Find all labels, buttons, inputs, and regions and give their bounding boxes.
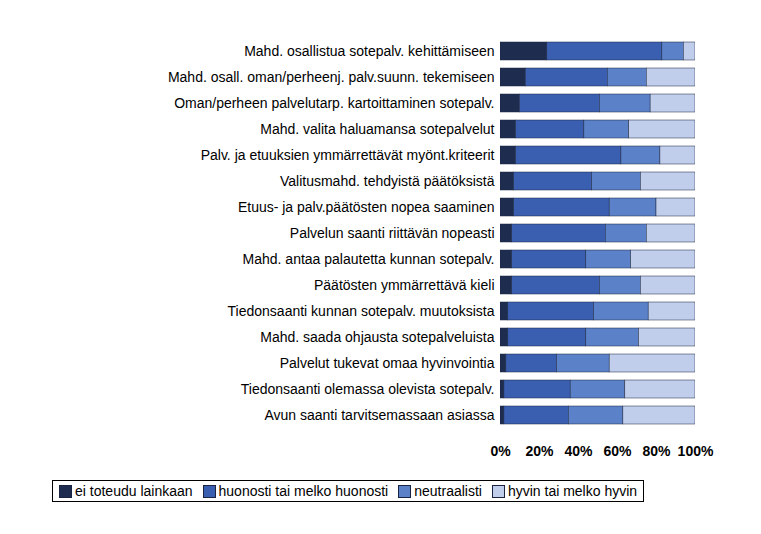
- svg-text:Tiedonsaanti olemassa olevista: Tiedonsaanti olemassa olevista sotepalv.: [241, 381, 495, 397]
- svg-text:Päätösten ymmärrettävä kieli: Päätösten ymmärrettävä kieli: [314, 277, 495, 293]
- svg-text:Valitusmahd. tehdyistä päätöks: Valitusmahd. tehdyistä päätöksistä: [280, 173, 495, 189]
- svg-text:Mahd. saada ohjausta sotepalve: Mahd. saada ohjausta sotepalveluista: [260, 329, 494, 345]
- svg-text:Mahd. osall. oman/perheenj. pa: Mahd. osall. oman/perheenj. palv.suunn. …: [168, 69, 495, 85]
- svg-text:80%: 80%: [642, 443, 671, 459]
- svg-text:60%: 60%: [603, 443, 632, 459]
- svg-text:Palv. ja etuuksien ymmärrettäv: Palv. ja etuuksien ymmärrettävät myönt.k…: [201, 147, 495, 163]
- svg-text:Etuus- ja palv.päätösten nopea: Etuus- ja palv.päätösten nopea saaminen: [238, 199, 495, 215]
- svg-text:Mahd. antaa palautetta kunnan: Mahd. antaa palautetta kunnan sotepalv.: [243, 251, 495, 267]
- svg-text:Mahd. osallistua sotepalv. keh: Mahd. osallistua sotepalv. kehittämiseen: [244, 43, 494, 59]
- svg-text:40%: 40%: [564, 443, 593, 459]
- svg-text:Avun saanti tarvitsemassaan as: Avun saanti tarvitsemassaan asiassa: [264, 407, 494, 423]
- svg-text:100%: 100%: [678, 443, 714, 459]
- svg-text:20%: 20%: [525, 443, 554, 459]
- html-text:huonosti tai melko huonosti: huonosti tai melko huonosti: [218, 483, 389, 499]
- svg-text:Oman/perheen palvelutarp. kart: Oman/perheen palvelutarp. kartoittaminen…: [174, 95, 494, 111]
- svg-text:Mahd. valita haluamansa sotepa: Mahd. valita haluamansa sotepalvelut: [260, 121, 494, 137]
- svg-text:0%: 0%: [490, 443, 511, 459]
- svg-text:Palvelun saanti riittävän nope: Palvelun saanti riittävän nopeasti: [290, 225, 495, 241]
- svg-text:Palvelut tukevat omaa hyvinvoi: Palvelut tukevat omaa hyvinvointia: [280, 355, 495, 371]
- html-text:hyvin tai melko hyvin: hyvin tai melko hyvin: [507, 483, 638, 499]
- html-text:neutraalisti: neutraalisti: [414, 483, 482, 499]
- svg-text:Tiedonsaanti kunnan sotepalv.: Tiedonsaanti kunnan sotepalv. muutoksist…: [228, 303, 495, 319]
- html-text:ei toteudu lainkaan: ei toteudu lainkaan: [75, 483, 193, 499]
